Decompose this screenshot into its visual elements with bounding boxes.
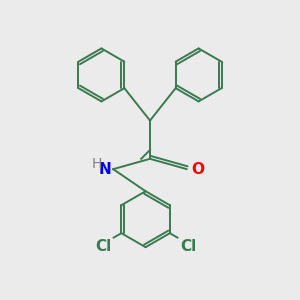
Text: N: N	[99, 162, 112, 177]
Text: O: O	[191, 162, 204, 177]
Text: Cl: Cl	[180, 239, 196, 254]
Text: Cl: Cl	[95, 239, 111, 254]
Text: H: H	[92, 157, 102, 171]
